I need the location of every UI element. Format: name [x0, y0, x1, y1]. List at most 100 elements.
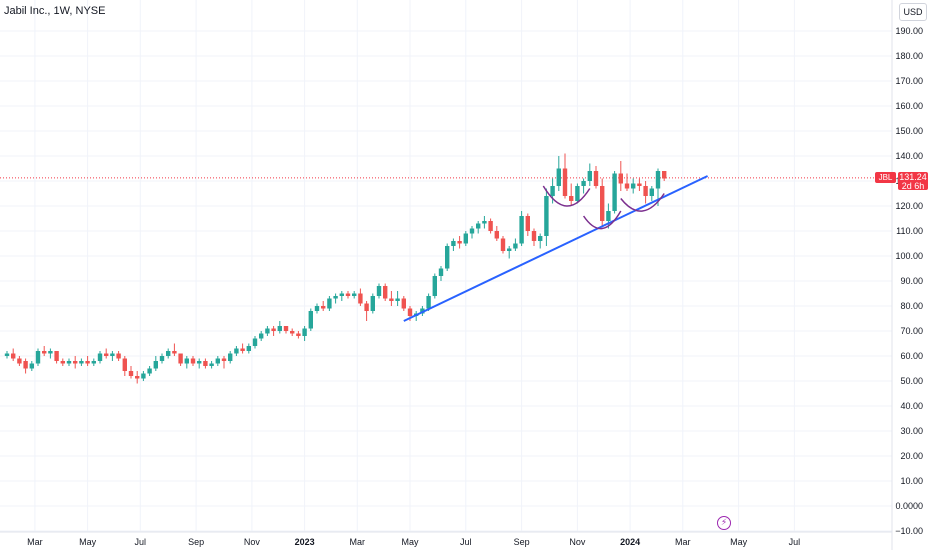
candle[interactable] [79, 358, 84, 367]
candle[interactable] [277, 321, 282, 334]
candle[interactable] [85, 356, 90, 366]
candle[interactable] [60, 358, 65, 367]
candle[interactable] [643, 181, 648, 204]
candle[interactable] [352, 291, 357, 299]
candle[interactable] [593, 166, 599, 189]
candle[interactable] [587, 163, 592, 187]
candle[interactable] [488, 218, 493, 234]
candle[interactable] [11, 348, 16, 362]
candle[interactable] [525, 213, 530, 237]
candle[interactable] [389, 291, 394, 306]
candle[interactable] [370, 293, 375, 314]
candle[interactable] [190, 356, 196, 366]
candle[interactable] [482, 216, 487, 229]
candle[interactable] [221, 356, 227, 369]
candle[interactable] [54, 351, 59, 364]
candle[interactable] [500, 236, 506, 254]
candle[interactable] [128, 366, 134, 379]
candle[interactable] [91, 358, 96, 367]
candle[interactable] [48, 348, 53, 359]
candle[interactable] [203, 358, 208, 369]
candle[interactable] [420, 306, 425, 316]
candle[interactable] [327, 296, 332, 311]
candle[interactable] [339, 291, 344, 301]
candle[interactable] [4, 351, 10, 359]
candle[interactable] [159, 353, 165, 364]
candle[interactable] [97, 351, 103, 364]
candle[interactable] [463, 231, 468, 246]
candle[interactable] [135, 371, 140, 384]
candle[interactable] [600, 178, 605, 227]
candle[interactable] [104, 348, 109, 359]
candle[interactable] [631, 178, 636, 194]
candle[interactable] [215, 356, 220, 366]
candle[interactable] [178, 353, 183, 367]
candles[interactable] [4, 153, 667, 384]
candle[interactable] [265, 326, 270, 336]
candle[interactable] [240, 343, 245, 354]
candle[interactable] [333, 293, 338, 304]
candle[interactable] [469, 226, 475, 239]
candle[interactable] [308, 308, 313, 332]
candle[interactable] [166, 348, 171, 359]
candle[interactable] [110, 351, 115, 361]
candle[interactable] [457, 236, 462, 249]
candle[interactable] [35, 348, 41, 367]
candle[interactable] [271, 326, 276, 336]
candle[interactable] [662, 171, 667, 181]
trendline[interactable] [403, 175, 709, 322]
candle[interactable] [507, 246, 512, 259]
candle[interactable] [23, 358, 28, 374]
candle[interactable] [364, 301, 369, 321]
candle[interactable] [476, 221, 481, 234]
candle[interactable] [575, 183, 580, 204]
candle[interactable] [649, 186, 654, 201]
candle[interactable] [401, 296, 406, 311]
candle[interactable] [395, 291, 400, 306]
candle[interactable] [184, 356, 189, 369]
candle[interactable] [314, 303, 320, 314]
lightning-icon[interactable]: ⚡ [717, 516, 731, 530]
candle[interactable] [519, 211, 524, 246]
candle[interactable] [538, 233, 543, 249]
candle[interactable] [345, 291, 351, 299]
candle[interactable] [302, 326, 307, 341]
candle[interactable] [228, 351, 233, 364]
candle[interactable] [234, 346, 239, 356]
candle[interactable] [252, 336, 258, 349]
candle[interactable] [494, 226, 499, 241]
candle[interactable] [637, 178, 642, 192]
candle[interactable] [376, 283, 382, 299]
candle[interactable] [581, 178, 586, 194]
candle[interactable] [432, 273, 437, 299]
candle[interactable] [296, 331, 301, 339]
candle[interactable] [624, 173, 630, 192]
candle[interactable] [246, 343, 251, 354]
candle[interactable] [569, 183, 574, 207]
candle[interactable] [122, 356, 127, 376]
candle[interactable] [116, 351, 121, 361]
candle[interactable] [383, 283, 388, 302]
candle[interactable] [556, 156, 561, 191]
currency-button[interactable]: USD [899, 3, 927, 21]
candle[interactable] [562, 153, 568, 199]
candle[interactable] [29, 361, 34, 371]
drawings[interactable] [403, 175, 709, 322]
candle[interactable] [209, 361, 214, 369]
candle[interactable] [513, 238, 518, 252]
candle[interactable] [153, 356, 158, 371]
candle[interactable] [544, 188, 549, 247]
candle[interactable] [147, 366, 152, 376]
candle[interactable] [445, 243, 450, 272]
candle[interactable] [618, 161, 623, 191]
arc-drawing[interactable] [620, 193, 665, 212]
arc-drawing[interactable] [542, 185, 591, 207]
candle[interactable] [612, 171, 617, 214]
candle[interactable] [259, 331, 264, 341]
candle[interactable] [172, 343, 177, 357]
candle[interactable] [197, 358, 202, 369]
candle[interactable] [42, 346, 47, 356]
candle[interactable] [531, 228, 537, 247]
